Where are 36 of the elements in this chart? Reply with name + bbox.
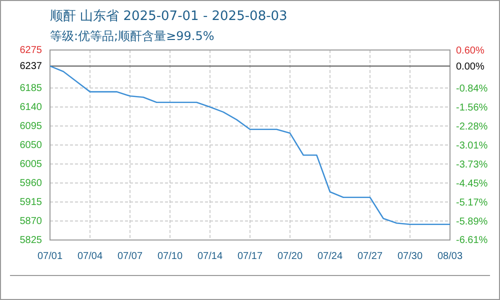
y2-tick-label: -5.89% <box>456 216 488 228</box>
x-tick-label: 08/03 <box>437 251 463 262</box>
x-tick-label: 07/24 <box>317 251 343 262</box>
y-tick-label: 6140 <box>20 102 42 114</box>
y2-tick-label: -3.73% <box>456 159 488 170</box>
y2-tick-label: -0.84% <box>456 83 488 94</box>
y2-tick-label: 0.00% <box>456 61 484 72</box>
y-tick-label: 6005 <box>20 159 42 170</box>
y-tick-label: 6237 <box>20 61 42 72</box>
chart-title: 顺酐 山东省 2025-07-01 - 2025-08-03 <box>50 9 288 24</box>
x-tick-label: 07/04 <box>77 251 103 262</box>
y2-tick-label: -3.01% <box>456 140 488 152</box>
y-tick-label: 5960 <box>20 178 42 190</box>
y-tick-label: 6275 <box>20 45 42 56</box>
y-tick-label: 5915 <box>20 197 42 208</box>
x-tick-label: 07/01 <box>37 251 63 262</box>
chart-subtitle: 等级:优等品;顺酐含量≥99.5% <box>50 29 214 43</box>
y-tick-label: 6095 <box>20 121 42 132</box>
x-tick-label: 07/20 <box>277 251 303 262</box>
x-tick-label: 07/14 <box>197 251 223 262</box>
line-series <box>49 65 451 226</box>
x-tick-label: 07/27 <box>357 251 383 262</box>
y-tick-label: 6185 <box>20 83 42 94</box>
y2-tick-label: 0.60% <box>456 45 484 56</box>
y2-tick-label: -5.17% <box>456 197 488 208</box>
y-tick-label: 6050 <box>20 140 42 152</box>
x-tick-label: 07/10 <box>157 251 183 262</box>
y2-tick-label: -2.28% <box>456 121 488 132</box>
y-tick-label: 5870 <box>20 216 42 228</box>
y2-tick-label: -1.56% <box>456 102 488 114</box>
x-tick-label: 07/30 <box>397 251 423 262</box>
y-tick-label: 5825 <box>20 235 42 246</box>
y2-tick-label: -4.45% <box>456 178 488 190</box>
x-tick-label: 07/07 <box>117 251 143 262</box>
x-tick-label: 07/17 <box>237 251 263 262</box>
y2-tick-label: -6.61% <box>456 235 488 246</box>
